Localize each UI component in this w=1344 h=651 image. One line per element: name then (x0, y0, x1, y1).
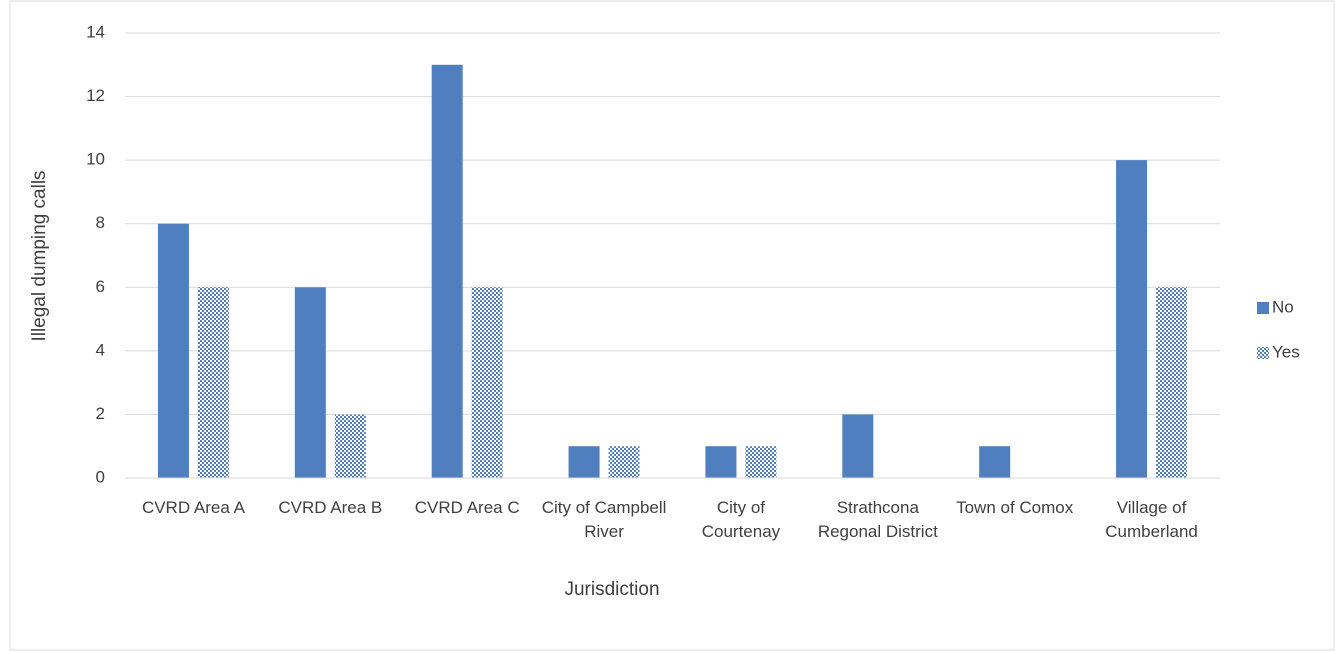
bar (471, 287, 503, 478)
bar (431, 64, 463, 479)
bar (842, 414, 874, 478)
bar (157, 223, 189, 478)
bar (1156, 287, 1188, 478)
y-tick-label: 2 (96, 404, 105, 423)
x-tick-label: CVRD Area C (414, 498, 520, 517)
bar (608, 446, 640, 478)
y-tick-label: 12 (86, 86, 105, 105)
x-tick-label: City of Campbell River (541, 498, 667, 541)
legend-swatch (1257, 347, 1269, 359)
bar (1116, 160, 1148, 478)
chart-frame (9, 0, 1335, 651)
bar (705, 446, 737, 478)
y-tick-label: 14 (86, 22, 105, 41)
y-tick-label: 4 (96, 340, 105, 359)
bar (568, 446, 600, 478)
x-tick-label: CVRD Area B (278, 498, 383, 517)
bar (745, 446, 777, 478)
x-axis-label: Jurisdiction (564, 579, 659, 600)
x-tick-label: CVRD Area A (141, 498, 245, 517)
legend-label: Yes (1272, 342, 1300, 361)
y-axis-label: Illegal dumping calls (29, 170, 50, 341)
y-tick-label: 10 (86, 150, 105, 169)
legend-swatch (1257, 302, 1269, 314)
bar (294, 287, 326, 478)
bar (979, 446, 1011, 478)
y-tick-label: 8 (96, 213, 105, 232)
bar (197, 287, 229, 478)
y-tick-label: 0 (96, 467, 105, 486)
x-tick-label: Strathcona Regonal District (817, 498, 938, 541)
x-tick-label: City of Courtenay (701, 498, 781, 541)
bar (334, 414, 366, 478)
x-tick-label: Village of Cumberland (1105, 498, 1198, 541)
y-tick-label: 6 (96, 277, 105, 296)
x-tick-label: Town of Comox (956, 498, 1074, 517)
legend-label: No (1272, 297, 1294, 316)
